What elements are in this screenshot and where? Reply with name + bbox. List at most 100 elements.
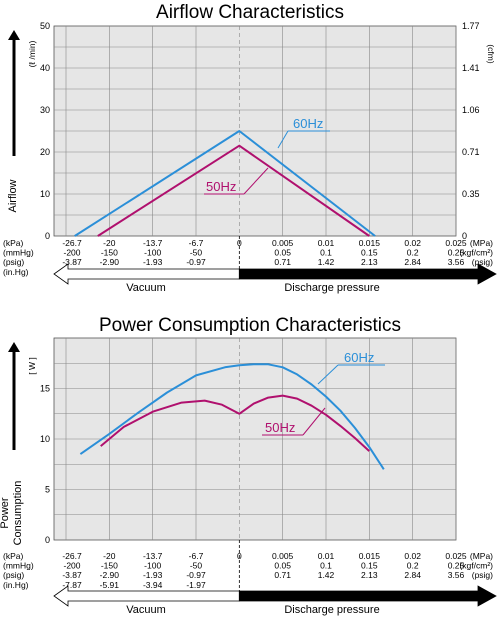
y-tick-label: 10 xyxy=(40,434,50,444)
x-tick-label: -0.97 xyxy=(186,257,206,267)
y-tick-label: 30 xyxy=(40,105,50,115)
x-tick-label: 0.71 xyxy=(274,257,291,267)
y-tick-label: 20 xyxy=(40,147,50,157)
vacuum-label: Vacuum xyxy=(126,282,166,294)
y-tick-label: 10 xyxy=(40,189,50,199)
x-tick-label: 0.01 xyxy=(318,551,335,561)
y2-tick-label: 1.41 xyxy=(462,63,480,73)
chart-2: Power Consumption Characteristics 0 5 10 15[… xyxy=(0,315,497,616)
y-tick-label: 0 xyxy=(45,535,50,545)
chart-1: Airflow Characteristics 0 10 20 30 40 50 0 0.35 0… xyxy=(3,2,497,294)
x-tick-label: 0.01 xyxy=(318,238,335,248)
x-tick-label: 0.25 xyxy=(448,248,465,258)
x-tick-label: 0.02 xyxy=(404,551,421,561)
y-axis-label: Airflow xyxy=(7,179,19,212)
x-right-unit: (MPa) xyxy=(470,551,493,561)
y2-tick-label: 0.71 xyxy=(462,147,480,157)
x-tick-label: 0.71 xyxy=(274,570,291,580)
x-tick-label: 0.005 xyxy=(272,238,294,248)
chart-title: Airflow Characteristics xyxy=(156,2,344,23)
x-tick-label: -200 xyxy=(63,561,80,571)
x-tick-label: 0.1 xyxy=(320,248,332,258)
x-tick-label: -100 xyxy=(144,248,161,258)
series-line-60Hz xyxy=(74,130,376,237)
y-unit-left: [ W ] xyxy=(27,357,37,374)
x-row-name: (psig) xyxy=(3,570,24,580)
y-axis-label-line1: Power xyxy=(0,497,11,529)
x-tick-label: -20 xyxy=(103,238,116,248)
vacuum-label: Vacuum xyxy=(126,604,166,616)
x-row-name: (mmHg) xyxy=(3,248,34,258)
x-tick-label: -7.87 xyxy=(62,580,82,590)
x-tick-label: 2.13 xyxy=(361,570,378,580)
x-row-name: (psig) xyxy=(3,257,24,267)
series-label-50Hz: 50Hz xyxy=(265,420,295,435)
series-label-60Hz: 60Hz xyxy=(293,116,323,131)
x-tick-label: 0.015 xyxy=(359,551,381,561)
y-tick-label: 50 xyxy=(40,21,50,31)
x-tick-label: -6.7 xyxy=(189,238,204,248)
y-unit-right: (cfm) xyxy=(486,44,496,64)
series-label-leader xyxy=(317,364,339,385)
x-tick-label: -150 xyxy=(101,561,118,571)
series-label-50Hz: 50Hz xyxy=(206,179,236,194)
series-label-leader xyxy=(302,407,326,436)
x-tick-label: 0.25 xyxy=(448,561,465,571)
x-tick-label: -50 xyxy=(190,248,203,258)
y-tick-label: 5 xyxy=(45,485,50,495)
x-tick-label: -50 xyxy=(190,561,203,571)
x-tick-label: -2.90 xyxy=(100,570,120,580)
x-tick-label: 0.15 xyxy=(361,561,378,571)
y2-tick-label: 0.35 xyxy=(462,189,480,199)
x-tick-label: -150 xyxy=(101,248,118,258)
x-tick-label: -13.7 xyxy=(143,551,163,561)
x-right-unit: (kgf/cm²) xyxy=(459,248,493,258)
discharge-label: Discharge pressure xyxy=(284,282,379,294)
x-right-unit: (psig) xyxy=(472,570,493,580)
x-tick-label: -13.7 xyxy=(143,238,163,248)
series-line-60Hz xyxy=(79,363,385,470)
x-tick-label: -3.87 xyxy=(62,257,82,267)
discharge-arrow xyxy=(238,263,497,285)
x-tick-label: -100 xyxy=(144,561,161,571)
x-right-unit: (kgf/cm²) xyxy=(459,561,493,571)
y2-tick-label: 1.77 xyxy=(462,21,480,31)
x-tick-label: 0.005 xyxy=(272,551,294,561)
x-tick-label: 0.2 xyxy=(407,561,419,571)
x-tick-label: -2.90 xyxy=(100,257,120,267)
x-tick-label: 0.1 xyxy=(320,561,332,571)
x-tick-label: 1.42 xyxy=(318,257,335,267)
y2-tick-label: 0 xyxy=(462,231,467,241)
x-tick-label: 0.025 xyxy=(445,238,467,248)
x-tick-label: -1.97 xyxy=(186,580,206,590)
y-axis-arrowhead xyxy=(8,342,20,352)
x-tick-label: 3.56 xyxy=(448,257,465,267)
x-row-name: (in.Hg) xyxy=(3,580,29,590)
series-label-leader xyxy=(277,130,289,149)
x-tick-label: -0.97 xyxy=(186,570,206,580)
y-axis-label-line2: Consumption xyxy=(12,481,24,546)
x-tick-label: 0.05 xyxy=(274,248,291,258)
x-tick-label: 0.025 xyxy=(445,551,467,561)
x-tick-label: -3.94 xyxy=(143,580,163,590)
x-row-name: (kPa) xyxy=(3,238,23,248)
x-tick-label: 2.84 xyxy=(404,570,421,580)
x-tick-label: -3.87 xyxy=(62,570,82,580)
x-tick-label: 0.02 xyxy=(404,238,421,248)
chart-title: Power Consumption Characteristics xyxy=(99,315,401,336)
x-tick-label: -1.93 xyxy=(143,257,163,267)
x-right-unit: (psig) xyxy=(472,257,493,267)
x-tick-label: 0.05 xyxy=(274,561,291,571)
discharge-label: Discharge pressure xyxy=(284,604,379,616)
series-line-50Hz xyxy=(100,394,370,452)
y-tick-label: 15 xyxy=(40,384,50,394)
x-tick-label: -5.91 xyxy=(100,580,120,590)
x-tick-label: 3.56 xyxy=(448,570,465,580)
x-tick-label: 0.015 xyxy=(359,238,381,248)
x-tick-label: -26.7 xyxy=(62,551,82,561)
x-tick-label: 1.42 xyxy=(318,570,335,580)
x-row-name: (mmHg) xyxy=(3,561,34,571)
x-row-name: (kPa) xyxy=(3,551,23,561)
x-tick-label: -1.93 xyxy=(143,570,163,580)
